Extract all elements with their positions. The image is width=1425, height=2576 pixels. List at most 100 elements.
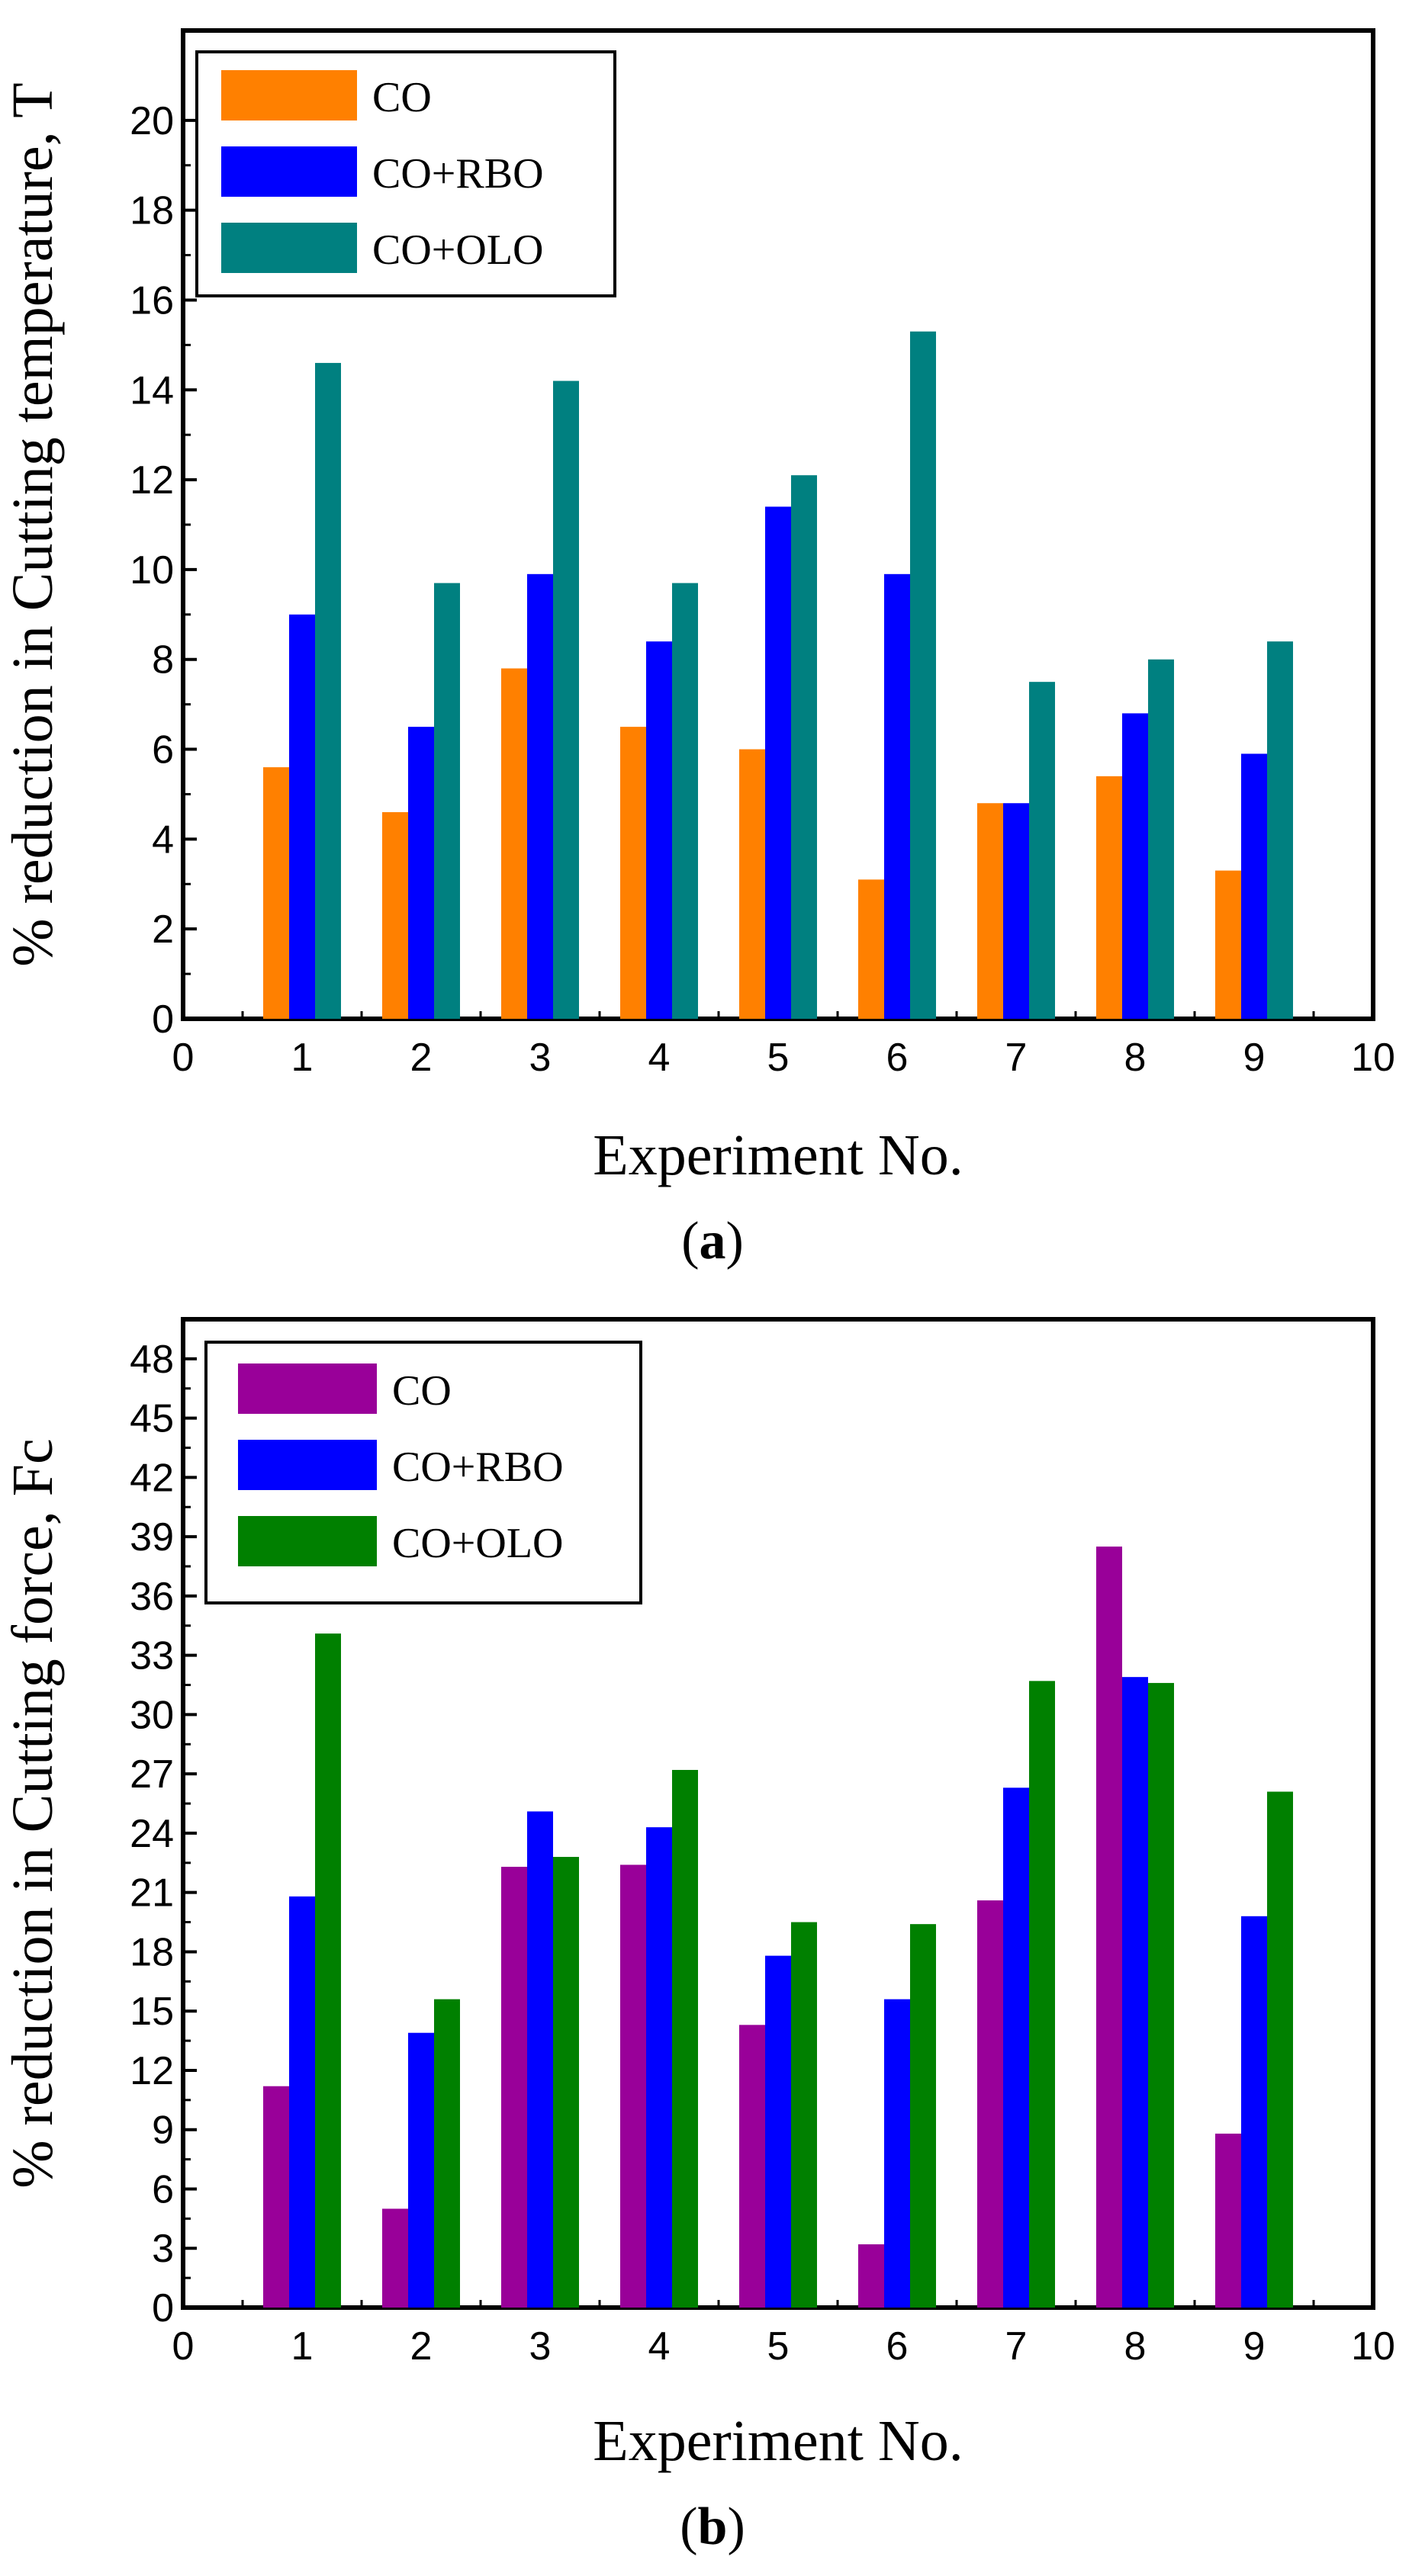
x-tick-label: 3 [529,1036,552,1080]
bar-co-olo-exp-1 [315,362,341,1020]
legend-label-co-rbo-a: CO+RBO [372,150,544,198]
y-tick-label: 14 [130,368,174,413]
bar-co-rbo-exp-3 [527,1811,553,2308]
x-tick-label: 6 [886,2324,909,2369]
legend-swatch-co-rbo-b [238,1440,377,1490]
y-tick-label: 24 [130,1812,174,1856]
x-tick-label: 5 [767,1036,790,1080]
y-tick-label: 10 [130,548,174,593]
x-tick-label: 10 [1351,2324,1395,2369]
bar-co-exp-9 [1215,2133,1241,2308]
y-tick-label: 8 [152,638,174,683]
bar-co-exp-4 [620,1865,646,2308]
legend-label-co-olo-a: CO+OLO [372,226,543,274]
y-tick-label: 9 [152,2109,174,2153]
x-tick-label: 2 [410,1036,433,1080]
bar-co-olo-exp-5 [791,475,817,1019]
bar-co-rbo-exp-2 [408,727,434,1019]
y-axis-a: 0 2 4 6 8 10 12 14 16 18 20 [130,99,197,1042]
bar-co-rbo-exp-8 [1122,1677,1148,2308]
legend-label-co-olo-b: CO+OLO [392,1520,563,1567]
bar-co-rbo-exp-5 [765,1955,791,2308]
y-tick-label: 15 [130,1990,174,2034]
y-tick-label: 48 [130,1338,174,1382]
bar-co-exp-7 [977,1900,1003,2308]
bar-co-rbo-exp-5 [765,506,791,1019]
legend-label-co-b: CO [392,1367,452,1415]
x-tick-label: 4 [648,2324,671,2369]
bar-co-rbo-exp-7 [1003,803,1029,1019]
bar-co-rbo-exp-4 [646,1827,672,2308]
x-axis-label-b: Experiment No. [593,2409,963,2473]
bar-co-exp-4 [620,727,646,1019]
y-tick-label: 0 [152,2286,174,2330]
bar-co-olo-exp-1 [315,1633,341,2308]
x-tick-label: 9 [1243,2324,1266,2369]
x-tick-label: 6 [886,1036,909,1080]
bar-co-rbo-exp-1 [289,614,315,1019]
bar-co-rbo-exp-1 [289,1896,315,2308]
y-tick-label: 6 [152,2167,174,2211]
y-tick-label: 20 [130,99,174,143]
y-tick-label: 27 [130,1752,174,1797]
x-tick-label: 5 [767,2324,790,2369]
bar-co-rbo-exp-7 [1003,1787,1029,2308]
bar-co-olo-exp-3 [553,1857,579,2308]
y-tick-label: 18 [130,1930,174,1974]
bar-co-exp-2 [382,2208,408,2308]
x-tick-label: 9 [1243,1036,1266,1080]
x-axis-b: 0 1 2 3 4 5 6 7 8 9 10 [172,2294,1395,2369]
bar-co-olo-exp-3 [553,381,579,1019]
bar-co-exp-5 [739,2025,765,2308]
x-tick-label: 3 [529,2324,552,2369]
y-tick-label: 18 [130,189,174,233]
y-axis-label-a: % reduction in Cutting temperature, T [1,82,65,966]
legend-label-co-a: CO [372,74,432,121]
bars-a [263,331,1293,1020]
y-tick-label: 2 [152,907,174,952]
y-tick-label: 42 [130,1456,174,1500]
legend-a: CO CO+RBO CO+OLO [195,50,616,297]
y-tick-label: 39 [130,1515,174,1559]
bar-co-exp-8 [1096,1547,1122,2308]
bar-co-olo-exp-4 [672,1769,698,2308]
bar-co-olo-exp-5 [791,1922,817,2308]
bar-co-rbo-exp-6 [884,573,910,1019]
bar-co-rbo-exp-6 [884,1999,910,2308]
bar-co-exp-2 [382,812,408,1019]
bar-co-olo-exp-4 [672,583,698,1019]
legend-label-co-rbo-b: CO+RBO [392,1444,564,1491]
y-tick-label: 21 [130,1871,174,1916]
bar-co-rbo-exp-9 [1241,753,1267,1019]
bar-co-exp-8 [1096,776,1122,1019]
y-tick-label: 30 [130,1693,174,1737]
y-axis-label-b: % reduction in Cutting force, Fc [1,1438,65,2189]
x-tick-label: 10 [1351,1036,1395,1080]
legend-swatch-co-olo-a [221,223,357,273]
bar-co-olo-exp-8 [1148,659,1174,1019]
x-tick-label: 7 [1005,2324,1028,2369]
bar-co-exp-6 [858,2244,884,2308]
y-tick-label: 6 [152,728,174,772]
x-axis-label-a: Experiment No. [593,1123,963,1187]
y-tick-label: 36 [130,1575,174,1619]
panel-label-a: (a) [681,1212,744,1270]
x-axis-a: 0 1 2 3 4 5 6 7 8 9 10 [172,1005,1395,1080]
bar-co-olo-exp-7 [1029,682,1055,1019]
x-tick-label: 1 [291,1036,314,1080]
bar-co-exp-3 [501,1866,527,2308]
bar-co-exp-7 [977,803,1003,1019]
bar-co-exp-1 [263,2086,289,2308]
bars-b [263,1547,1293,2308]
bar-co-olo-exp-9 [1267,641,1293,1019]
bar-co-rbo-exp-9 [1241,1916,1267,2308]
bar-co-rbo-exp-8 [1122,713,1148,1019]
y-tick-label: 45 [130,1397,174,1441]
x-tick-label: 1 [291,2324,314,2369]
y-tick-label: 4 [152,817,174,862]
y-tick-label: 33 [130,1634,174,1678]
y-tick-label: 0 [152,997,174,1042]
